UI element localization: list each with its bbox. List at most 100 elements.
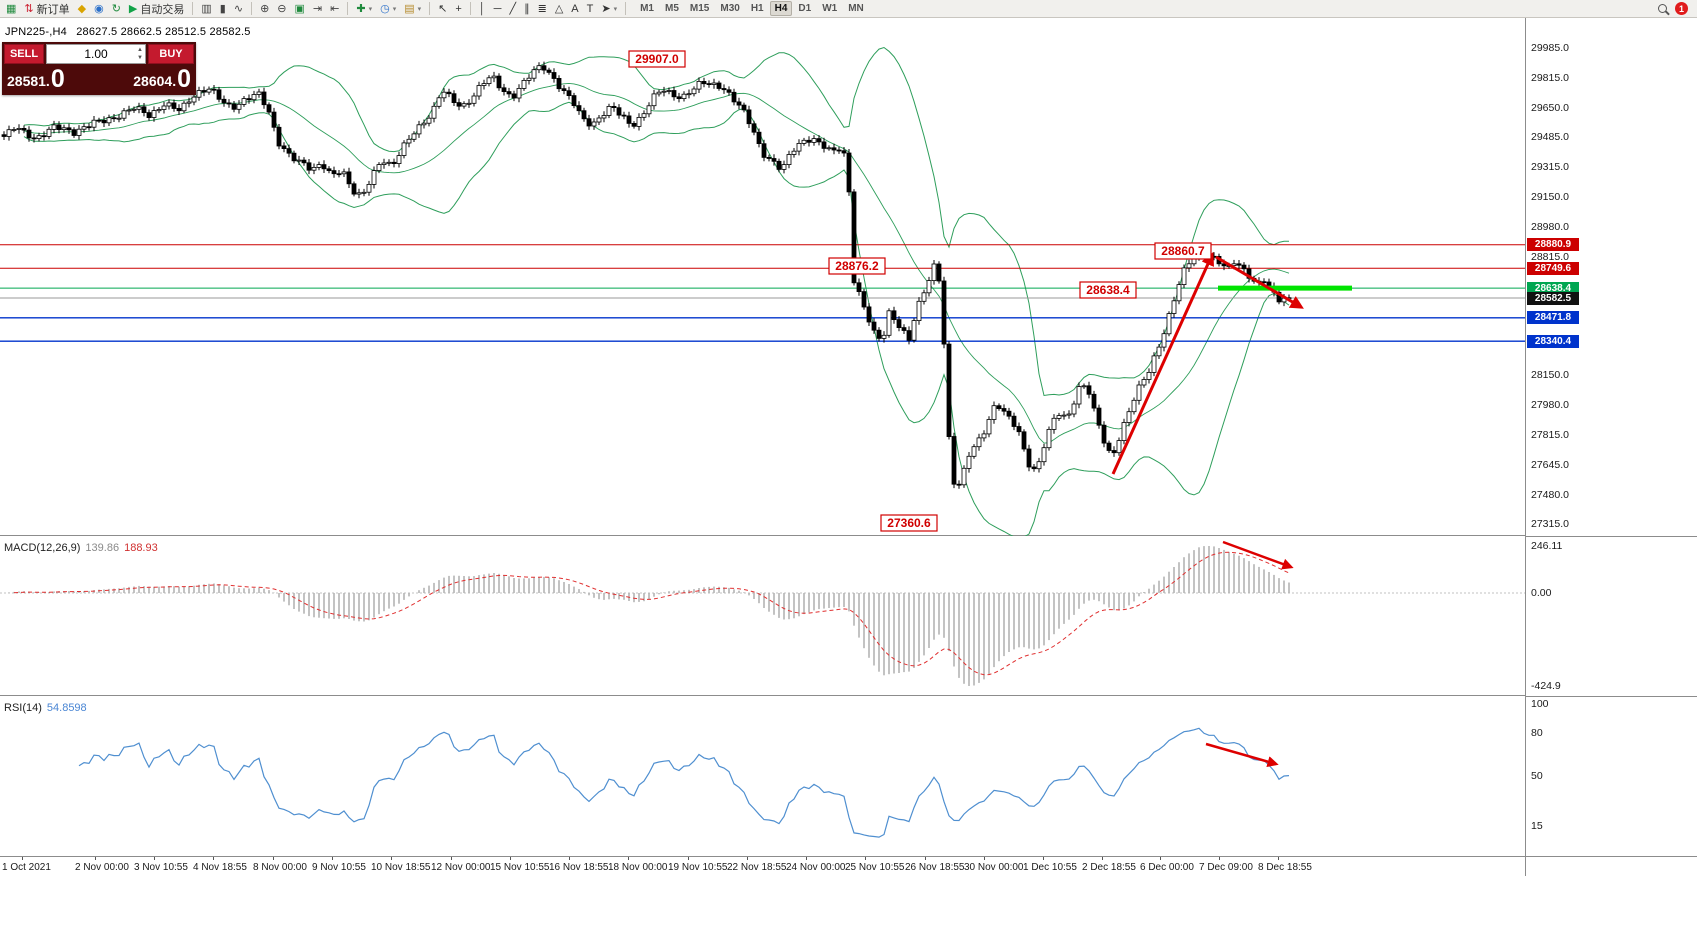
macd-indicator-panel[interactable]: MACD(12,26,9) 139.86 188.93 (0, 536, 1525, 696)
price-marker-28638.4: 28638.4 (1527, 281, 1579, 295)
zoom-in-button[interactable]: ⊕ (257, 1, 272, 17)
timeframe-m1[interactable]: M1 (640, 3, 654, 14)
time-axis-label: 8 Nov 00:00 (253, 862, 307, 873)
price-marker-28880.9: 28880.9 (1527, 238, 1579, 252)
price-callout-27360.6[interactable]: 27360.6 (880, 514, 938, 532)
arrows-button[interactable]: ➤ ▾ (598, 1, 620, 17)
timeframe-h1[interactable]: H1 (750, 3, 764, 14)
channel-button[interactable]: ∥ (521, 1, 533, 17)
time-axis-tick (273, 857, 274, 860)
price-axis-tick: 28150.0 (1531, 369, 1569, 382)
shapes-button[interactable]: △ (552, 1, 566, 17)
svg-text:28860.7: 28860.7 (1161, 244, 1205, 258)
timeframe-m30[interactable]: M30 (720, 3, 740, 14)
templates-button[interactable]: ▤ ▾ (401, 1, 424, 17)
macd-trend-arrow[interactable] (1222, 540, 1294, 570)
time-axis-label: 16 Nov 18:55 (549, 862, 609, 873)
new-chart-icon: ▦ (6, 2, 17, 15)
macd-axis-zero: 0.00 (1531, 587, 1552, 599)
toolbar-separator (251, 2, 253, 15)
time-axis-label: 2 Dec 18:55 (1082, 862, 1136, 873)
bar-chart-type-button[interactable]: ▥ (198, 1, 214, 17)
rsi-indicator-panel[interactable]: RSI(14) 54.8598 (0, 696, 1525, 856)
sell-price[interactable]: 28581. 0 (7, 65, 65, 93)
price-axis[interactable]: 29985.0 29815.0 29650.0 29485.0 29315.0 29150… (1525, 18, 1697, 876)
auto-scroll-button[interactable]: ⇥ (310, 1, 325, 17)
candlestick-chart-type-button[interactable]: ▮ (217, 1, 229, 17)
cursor-button[interactable]: ↖ (435, 1, 450, 17)
price-callout-28876.2[interactable]: 28876.2 (828, 257, 886, 275)
trendline-button[interactable]: ╱ (506, 1, 519, 17)
price-callout-28638.4[interactable]: 28638.4 (1079, 281, 1137, 299)
trend-arrow-2[interactable] (1215, 255, 1304, 309)
one-click-trading-panel: SELL 1.00 ▲ ▼ BUY 28581. 0 28604. 0 (2, 42, 196, 95)
chart-symbol-period: JPN225-,H4 (5, 26, 67, 38)
time-axis-label: 24 Nov 00:00 (786, 862, 846, 873)
timeframe-bar: M1 M5 M15 M30 H1 H4 D1 W1 MN (635, 1, 869, 16)
main-chart-panel[interactable]: 29907.0 28876.2 28860.7 28638.4 27360.6 JPN2… (0, 18, 1525, 536)
notification-badge[interactable]: 1 (1675, 2, 1688, 15)
vertical-line-button[interactable]: │ (476, 1, 489, 17)
rsi-trend-arrow[interactable] (1205, 742, 1279, 768)
price-axis-tick: 28815.0 (1531, 250, 1569, 263)
toolbar-separator (192, 2, 194, 15)
label-button[interactable]: T (584, 1, 597, 17)
timeframe-w1[interactable]: W1 (822, 3, 838, 14)
timeframe-m5[interactable]: M5 (665, 3, 679, 14)
time-axis-label: 1 Dec 10:55 (1023, 862, 1077, 873)
horizontal-line-button[interactable]: ─ (491, 1, 505, 17)
price-callout-29907.0[interactable]: 29907.0 (628, 50, 686, 68)
volume-field[interactable]: 1.00 ▲ ▼ (46, 44, 146, 64)
price-marker-28582.5: 28582.5 (1527, 291, 1579, 305)
text-button[interactable]: A (568, 1, 581, 17)
time-axis[interactable]: 1 Oct 2021 2 Nov 00:00 3 Nov 10:55 4 Nov 18… (0, 856, 1525, 876)
refresh-button[interactable]: ↻ (109, 1, 124, 17)
volume-down-icon[interactable]: ▼ (137, 55, 143, 62)
trend-arrow-1[interactable] (1111, 251, 1214, 475)
fibonacci-button[interactable]: ≣ (535, 1, 550, 17)
profile-icon: ◉ (94, 2, 104, 15)
shapes-icon: △ (554, 2, 564, 15)
candlestick-chart: 29907.0 28876.2 28860.7 28638.4 27360.6 (0, 46, 1525, 536)
templates-icon: ▤ (404, 2, 415, 15)
timeframe-h4[interactable]: H4 (769, 1, 793, 16)
price-axis-tick: 27315.0 (1531, 518, 1569, 530)
chevron-down-icon: ▾ (613, 5, 618, 13)
line-chart-type-button[interactable]: ∿ (231, 1, 246, 17)
time-axis-tick (451, 857, 452, 860)
horizontal-line-icon: ─ (493, 2, 502, 15)
price-axis-tick: 29650.0 (1531, 101, 1569, 114)
text-icon: A (571, 2, 579, 15)
profile-button[interactable]: ◉ (91, 1, 107, 17)
chart-shift-button[interactable]: ⇤ (327, 1, 342, 17)
indicators-button[interactable]: ✚ ▾ (353, 1, 375, 17)
new-order-button[interactable]: ⇅ 新订单 (21, 1, 72, 17)
buy-button[interactable]: BUY (148, 44, 194, 64)
volume-stepper[interactable]: ▲ ▼ (137, 46, 143, 63)
time-axis-tick (688, 857, 689, 860)
price-callout-28860.7[interactable]: 28860.7 (1154, 242, 1212, 260)
trendline-icon: ╱ (509, 2, 517, 15)
time-axis-tick (747, 857, 748, 860)
timeframe-d1[interactable]: D1 (798, 3, 812, 14)
sell-button[interactable]: SELL (4, 44, 44, 64)
volume-up-icon[interactable]: ▲ (137, 47, 143, 53)
timeframe-m15[interactable]: M15 (689, 3, 710, 14)
tile-windows-button[interactable]: ▣ (292, 1, 308, 17)
time-axis-label: 30 Nov 00:00 (964, 862, 1024, 873)
new-chart-button[interactable]: ▦ (3, 1, 19, 17)
rsi-label: RSI(14) 54.8598 (4, 702, 87, 714)
chevron-down-icon: ▾ (392, 5, 397, 13)
periods-button[interactable]: ◷ ▾ (377, 1, 399, 17)
mql-market-button[interactable]: ◆ (75, 1, 89, 17)
time-axis-label: 15 Nov 10:55 (490, 862, 550, 873)
candlestick-chart-type-icon: ▮ (219, 2, 226, 15)
search-icon[interactable] (1658, 4, 1667, 13)
time-axis-tick (1043, 857, 1044, 860)
auto-trading-button[interactable]: ▶ 自动交易 (126, 1, 187, 17)
timeframe-mn[interactable]: MN (848, 3, 864, 14)
zoom-out-button[interactable]: ⊖ (274, 1, 289, 17)
crosshair-button[interactable]: + (452, 1, 464, 17)
buy-price[interactable]: 28604. 0 (133, 65, 191, 93)
price-marker-28340.4: 28340.4 (1527, 334, 1579, 348)
